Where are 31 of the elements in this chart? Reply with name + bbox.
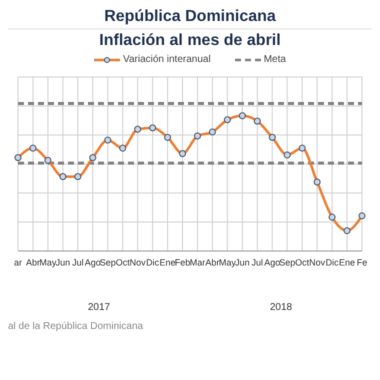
text: 2017 [88, 302, 110, 313]
x-tick-label: Dic [326, 257, 340, 268]
text: 2018 [270, 302, 292, 313]
x-tick-label: Abr [205, 257, 220, 268]
x-tick-label: Jun [235, 257, 250, 268]
legend-label: Variación interanual [122, 54, 211, 65]
legend-label: Meta [262, 54, 286, 65]
x-tick-label: Abr [26, 257, 40, 268]
x-tick-label: May [218, 257, 236, 268]
x-tick-label: Sep [100, 257, 116, 268]
x-tick-label: Fe [356, 257, 368, 268]
x-tick-label: Feb [174, 257, 190, 268]
x-tick-label: May [39, 257, 57, 268]
text: al de la República Dominicana [8, 321, 144, 332]
x-tick-label: Ago [84, 257, 101, 268]
x-tick-label: Oct [116, 257, 130, 268]
chart-title: República Dominicana [103, 8, 277, 26]
x-tick-label: Nov [130, 257, 146, 268]
x-tick-label: ar [14, 257, 22, 268]
x-tick-label: Nov [309, 257, 326, 268]
x-tick-label: Ago [264, 257, 280, 268]
x-tick-label: Jun [56, 257, 70, 268]
x-tick-label: Ene [339, 257, 356, 268]
x-tick-label: Jul [72, 257, 84, 268]
x-tick-label: Oct [295, 257, 310, 268]
x-tick-label: Mar [190, 257, 206, 268]
x-tick-label: Ene [160, 257, 176, 268]
x-tick-label: Sep [279, 257, 296, 268]
x-tick-label: Dic [146, 257, 160, 268]
chart-subtitle: Inflación al mes de abril [98, 32, 282, 50]
x-tick-label: Jul [252, 257, 264, 268]
